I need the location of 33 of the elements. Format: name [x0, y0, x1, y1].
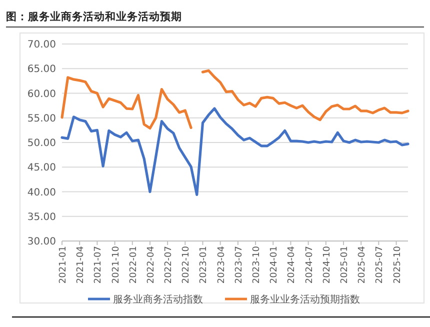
x-tick-label: 2024-01	[270, 246, 280, 284]
y-tick-label: 35.00	[27, 212, 56, 223]
chart-title: 图：服务业商务活动和业务活动预期	[6, 10, 182, 23]
x-tick-label: 2021-04	[76, 246, 86, 284]
x-tick-label: 2023-07	[234, 246, 244, 284]
x-tick-label: 2022-04	[146, 246, 156, 284]
x-tick-label: 2024-04	[287, 246, 298, 284]
x-tick-label: 2021-01	[58, 246, 68, 284]
y-tick-label: 60.00	[27, 88, 56, 100]
x-tick-label: 2021-07	[94, 246, 104, 284]
x-tick-label: 2021-10	[111, 246, 122, 284]
x-tick-label: 2025-10	[392, 246, 403, 284]
x-tick-label: 2025-07	[375, 246, 386, 284]
x-tick-label: 2025-04	[358, 246, 368, 284]
x-tick-label: 2022-01	[128, 246, 139, 284]
x-tick-label: 2025-01	[340, 246, 350, 284]
y-tick-label: 40.00	[27, 187, 56, 198]
legend-label: 服务业商务活动指数	[113, 294, 203, 306]
x-tick-label: 2023-10	[252, 246, 262, 284]
line-series	[60, 107, 410, 196]
x-tick-label: 2024-07	[304, 246, 315, 284]
y-tick-label: 70.00	[27, 40, 56, 50]
x-tick-label: 2024-10	[322, 246, 332, 284]
x-tick-label: 2023-04	[216, 246, 227, 284]
legend-label: 服务业业务活动预期指数	[250, 294, 360, 306]
y-tick-label: 30.00	[27, 236, 56, 248]
y-tick-label: 45.00	[27, 162, 56, 174]
x-tick-label: 2023-01	[199, 246, 210, 284]
y-tick-label: 55.00	[27, 113, 56, 124]
x-tick-label: 2022-07	[164, 246, 174, 284]
x-tick-label: 2022-10	[182, 246, 192, 284]
y-tick-label: 65.00	[27, 64, 56, 76]
y-tick-label: 50.00	[27, 138, 56, 149]
